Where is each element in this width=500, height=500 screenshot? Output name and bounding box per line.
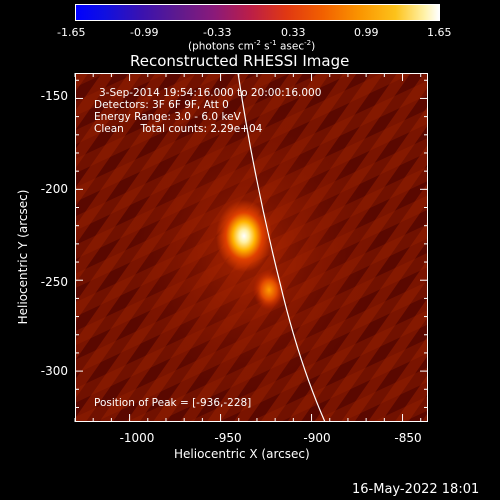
clean-counts-text: Clean Total counts: 2.29e+04 — [94, 123, 263, 135]
colorbar — [75, 4, 440, 21]
y-tick-label: -200 — [40, 182, 68, 196]
colorbar-tick: -0.33 — [203, 26, 232, 39]
y-axis-label: Heliocentric Y (arcsec) — [16, 189, 30, 325]
solar-limb-line — [237, 73, 326, 422]
colorbar-units-label: (photons cm-2 s-1 asec-2) — [188, 39, 316, 53]
colorbar-tick: 1.65 — [427, 26, 452, 39]
x-tick-label: -850 — [394, 431, 422, 445]
colorbar-tick: -1.65 — [57, 26, 86, 39]
image-panel — [75, 73, 428, 422]
plot-title: Reconstructed RHESSI Image — [130, 52, 350, 70]
timestamp-footer: 16-May-2022 18:01 — [352, 482, 480, 497]
colorbar-tick: 0.33 — [281, 26, 306, 39]
y-tick-label: -300 — [40, 364, 68, 378]
detectors-text: Detectors: 3F 6F 9F, Att 0 — [94, 99, 229, 111]
time-range-text: 3-Sep-2014 19:54:16.000 to 20:00:16.000 — [99, 87, 322, 99]
colorbar-tick: -0.99 — [130, 26, 159, 39]
x-tick-label: -1000 — [119, 431, 155, 445]
rhessi-image — [75, 73, 428, 422]
energy-range-text: Energy Range: 3.0 - 6.0 keV — [94, 111, 241, 123]
x-tick-label: -900 — [303, 431, 331, 445]
peak-position-text: Position of Peak = [-936,-228] — [94, 397, 252, 409]
x-tick-label: -950 — [214, 431, 242, 445]
y-tick-label: -250 — [40, 275, 68, 289]
secondary-source — [253, 270, 285, 310]
colorbar-tick: 0.99 — [354, 26, 379, 39]
primary-source — [216, 200, 272, 272]
x-axis-label: Heliocentric X (arcsec) — [174, 447, 310, 461]
y-tick-label: -150 — [40, 89, 68, 103]
